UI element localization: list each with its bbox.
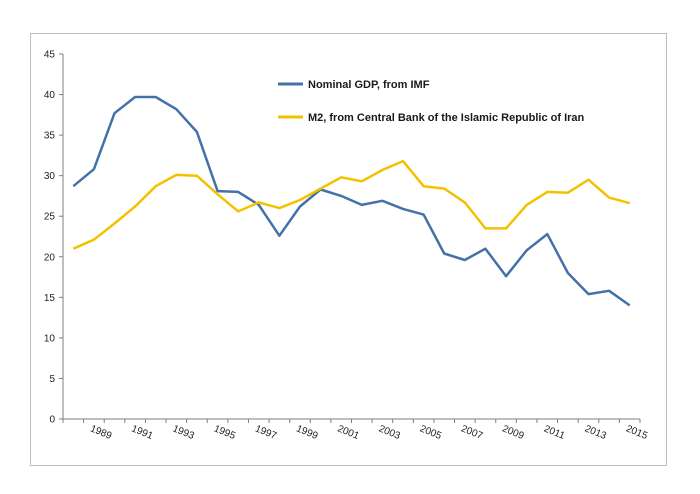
x-axis-ticks: 1989 1991 1993 1995 1997 1999 2001 2003 2005 2007…	[62, 419, 649, 442]
x-tick-label: 1999	[295, 423, 320, 442]
y-tick-label: 15	[44, 293, 56, 304]
y-axis-ticks: 0 5 10 15 20 25 30 35 40 45	[44, 50, 63, 426]
series-line-0	[72, 95, 631, 307]
legend-label-gdp: Nominal GDP, from IMF	[308, 79, 430, 91]
y-tick-label: 40	[44, 90, 56, 101]
x-tick-label: 2001	[336, 423, 361, 442]
x-tick-label: 1995	[212, 423, 237, 442]
series-line-1	[72, 159, 631, 250]
x-tick-label: 1997	[253, 423, 278, 442]
x-tick-label: 2013	[583, 423, 608, 442]
x-tick-label: 2009	[501, 423, 526, 442]
x-tick-label: 2005	[418, 423, 443, 442]
y-tick-label: 20	[44, 252, 56, 263]
y-tick-label: 35	[44, 131, 56, 142]
y-tick-label: 30	[44, 171, 56, 182]
series-lines	[72, 95, 631, 307]
x-tick-label: 2015	[624, 423, 649, 442]
legend: Nominal GDP, from IMF M2, from Central B…	[278, 79, 585, 124]
x-tick-label: 1993	[171, 423, 196, 442]
x-tick-label: 2011	[542, 424, 566, 442]
x-tick-label: 1989	[88, 423, 113, 442]
y-tick-label: 5	[49, 374, 55, 385]
y-tick-label: 45	[44, 50, 56, 61]
x-tick-label: 1991	[130, 423, 155, 442]
y-tick-label: 0	[49, 415, 55, 426]
chart-frame	[30, 33, 667, 466]
y-tick-label: 25	[44, 212, 56, 223]
y-tick-label: 10	[44, 333, 56, 344]
x-tick-label: 2007	[459, 423, 484, 442]
x-tick-label: 2003	[377, 423, 402, 442]
legend-label-m2: M2, from Central Bank of the Islamic Rep…	[308, 112, 585, 124]
